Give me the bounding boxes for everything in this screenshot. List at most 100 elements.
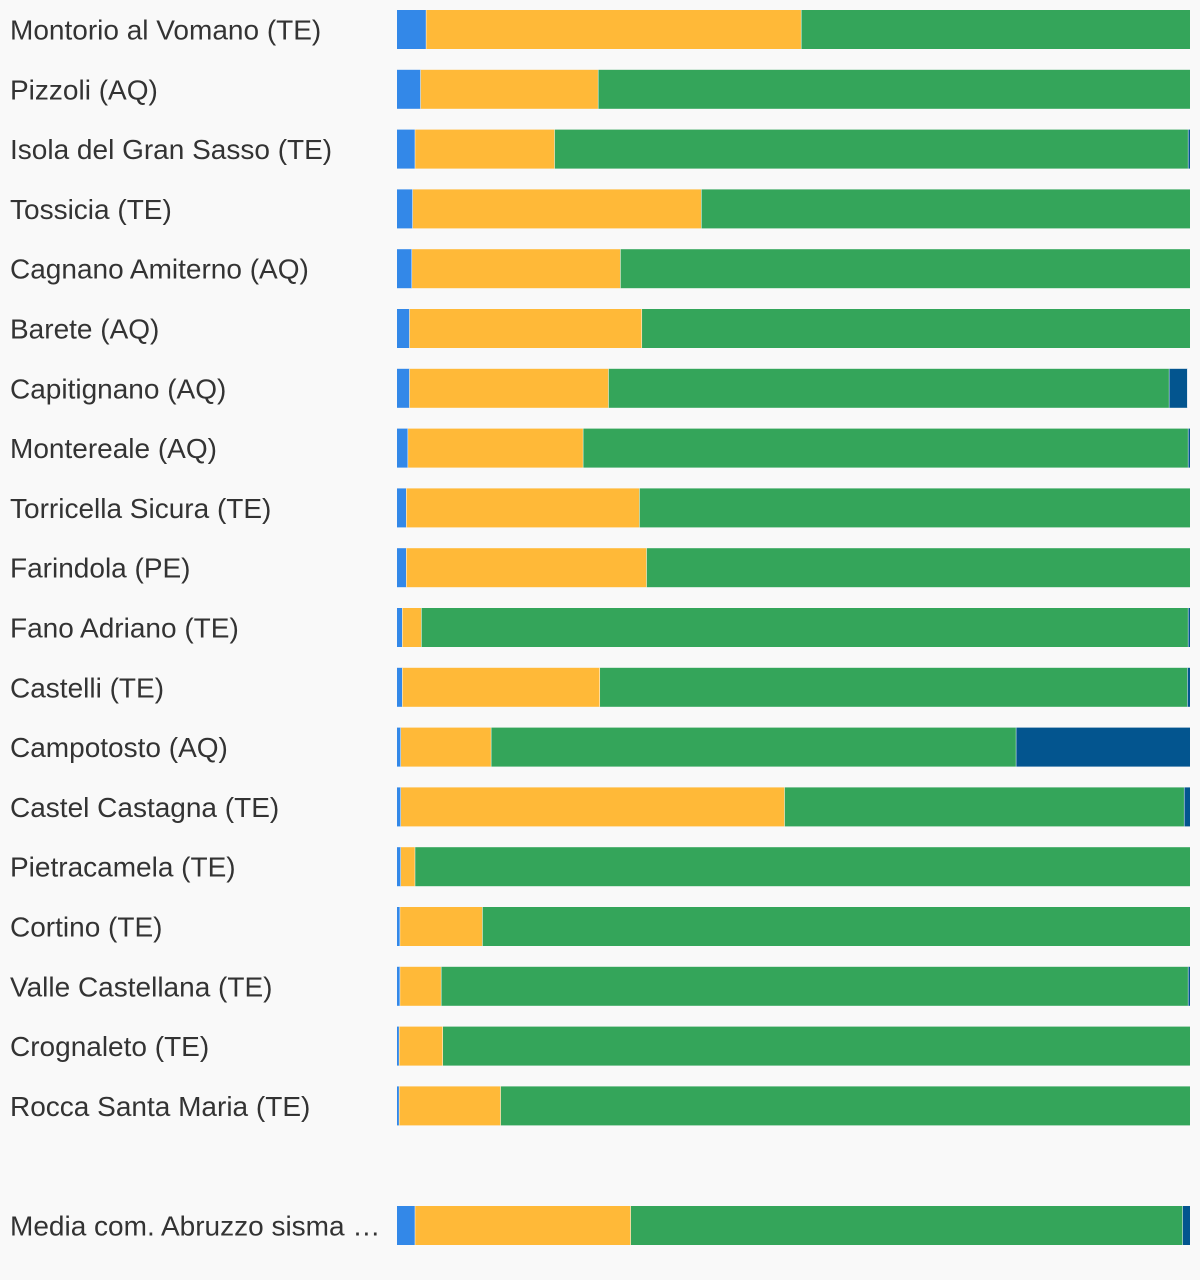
- bar-segment-series-3[interactable]: [415, 847, 1190, 887]
- bar-rows: [397, 10, 1190, 1245]
- bar-segment-series-4[interactable]: [1169, 368, 1188, 408]
- bar-segment-series-1[interactable]: [397, 548, 407, 588]
- category-label: Rocca Santa Maria (TE): [10, 1091, 310, 1122]
- bar-segment-series-3[interactable]: [554, 129, 1189, 169]
- bar-row[interactable]: [397, 368, 1189, 408]
- bar-segment-series-1[interactable]: [397, 1026, 400, 1066]
- bar-segment-series-2[interactable]: [412, 189, 702, 229]
- bar-segment-series-1[interactable]: [397, 189, 413, 229]
- bar-segment-series-3[interactable]: [500, 1086, 1190, 1126]
- bar-segment-series-2[interactable]: [406, 488, 640, 528]
- bar-segment-series-1[interactable]: [397, 69, 421, 109]
- bar-row[interactable]: [397, 847, 1190, 887]
- bar-segment-series-1[interactable]: [397, 847, 401, 887]
- bar-segment-series-3[interactable]: [491, 727, 1017, 767]
- bar-segment-series-4[interactable]: [1188, 129, 1190, 169]
- bar-row[interactable]: [397, 488, 1190, 528]
- bar-segment-series-1[interactable]: [397, 787, 401, 827]
- bar-segment-series-1[interactable]: [397, 608, 403, 647]
- bar-segment-series-4[interactable]: [1188, 428, 1190, 468]
- bar-row[interactable]: [397, 428, 1190, 468]
- bar-segment-series-3[interactable]: [646, 548, 1190, 588]
- bar-segment-series-2[interactable]: [400, 727, 492, 767]
- bar-segment-series-4[interactable]: [1187, 667, 1190, 707]
- bar-row[interactable]: [397, 907, 1190, 946]
- bar-segment-series-3[interactable]: [701, 189, 1190, 229]
- bar-segment-series-2[interactable]: [400, 847, 416, 887]
- bar-segment-series-4[interactable]: [1182, 1206, 1190, 1245]
- bar-segment-series-1[interactable]: [397, 368, 410, 408]
- bar-row[interactable]: [397, 548, 1190, 588]
- category-label: Castelli (TE): [10, 672, 164, 703]
- bar-row[interactable]: [397, 667, 1190, 707]
- bar-row[interactable]: [397, 1206, 1190, 1245]
- bar-segment-series-4[interactable]: [1016, 727, 1190, 767]
- bar-segment-series-2[interactable]: [409, 368, 609, 408]
- bar-row[interactable]: [397, 787, 1190, 827]
- bar-row[interactable]: [397, 10, 1190, 49]
- bar-row[interactable]: [397, 309, 1190, 348]
- category-label: Pietracamela (TE): [10, 852, 236, 883]
- bar-segment-series-3[interactable]: [482, 907, 1190, 946]
- bar-segment-series-3[interactable]: [801, 10, 1190, 49]
- category-label: Tossicia (TE): [10, 194, 172, 225]
- bar-segment-series-1[interactable]: [397, 1206, 416, 1245]
- bar-segment-series-2[interactable]: [400, 907, 483, 946]
- category-label: Farindola (PE): [10, 553, 191, 584]
- bar-segment-series-1[interactable]: [397, 488, 407, 528]
- bar-segment-series-2[interactable]: [402, 667, 601, 707]
- bar-segment-series-4[interactable]: [1188, 608, 1190, 647]
- bar-segment-series-3[interactable]: [583, 428, 1189, 468]
- category-labels: Montorio al Vomano (TE) Pizzoli (AQ) Isola…: [10, 15, 380, 1242]
- bar-segment-series-1[interactable]: [397, 10, 427, 49]
- bar-segment-series-1[interactable]: [397, 428, 409, 468]
- bar-segment-series-1[interactable]: [397, 249, 413, 289]
- bar-segment-series-3[interactable]: [620, 249, 1190, 289]
- bar-row[interactable]: [397, 966, 1190, 1006]
- bar-segment-series-3[interactable]: [598, 69, 1190, 109]
- bar-segment-series-3[interactable]: [421, 608, 1189, 647]
- bar-segment-series-2[interactable]: [420, 69, 599, 109]
- category-label: Crognaleto (TE): [10, 1031, 209, 1062]
- bar-segment-series-2[interactable]: [400, 787, 785, 827]
- bar-segment-series-3[interactable]: [639, 488, 1190, 528]
- bar-row[interactable]: [397, 129, 1190, 169]
- bar-segment-series-1[interactable]: [397, 1086, 400, 1126]
- bar-segment-series-2[interactable]: [426, 10, 802, 49]
- bar-segment-series-3[interactable]: [600, 667, 1188, 707]
- bar-row[interactable]: [397, 69, 1190, 109]
- bar-segment-series-4[interactable]: [1188, 966, 1190, 1006]
- category-label: Valle Castellana (TE): [10, 971, 272, 1002]
- bar-segment-series-1[interactable]: [397, 309, 410, 348]
- bar-segment-series-3[interactable]: [784, 787, 1185, 827]
- bar-segment-series-3[interactable]: [441, 966, 1189, 1006]
- bar-segment-series-2[interactable]: [415, 1206, 631, 1245]
- bar-segment-series-4[interactable]: [1184, 787, 1190, 827]
- category-label: Pizzoli (AQ): [10, 74, 158, 105]
- bar-segment-series-3[interactable]: [608, 368, 1170, 408]
- bar-segment-series-1[interactable]: [397, 129, 416, 169]
- bar-segment-series-2[interactable]: [412, 249, 621, 289]
- category-label: Cagnano Amiterno (AQ): [10, 254, 309, 285]
- bar-row[interactable]: [397, 249, 1190, 289]
- bar-row[interactable]: [397, 608, 1190, 647]
- bar-segment-series-2[interactable]: [409, 309, 643, 348]
- bar-segment-series-1[interactable]: [397, 727, 401, 767]
- bar-segment-series-1[interactable]: [397, 966, 401, 1006]
- bar-row[interactable]: [397, 1026, 1190, 1066]
- bar-segment-series-2[interactable]: [402, 608, 422, 647]
- bar-segment-series-1[interactable]: [397, 907, 401, 946]
- bar-segment-series-2[interactable]: [399, 1026, 443, 1066]
- bar-segment-series-3[interactable]: [630, 1206, 1183, 1245]
- bar-segment-series-2[interactable]: [406, 548, 647, 588]
- bar-segment-series-2[interactable]: [408, 428, 584, 468]
- bar-row[interactable]: [397, 727, 1190, 767]
- bar-segment-series-3[interactable]: [642, 309, 1190, 348]
- bar-segment-series-3[interactable]: [442, 1026, 1190, 1066]
- bar-segment-series-2[interactable]: [415, 129, 555, 169]
- bar-segment-series-1[interactable]: [397, 667, 403, 707]
- bar-row[interactable]: [397, 189, 1190, 229]
- bar-segment-series-2[interactable]: [399, 1086, 501, 1126]
- bar-row[interactable]: [397, 1086, 1190, 1126]
- bar-segment-series-2[interactable]: [400, 966, 442, 1006]
